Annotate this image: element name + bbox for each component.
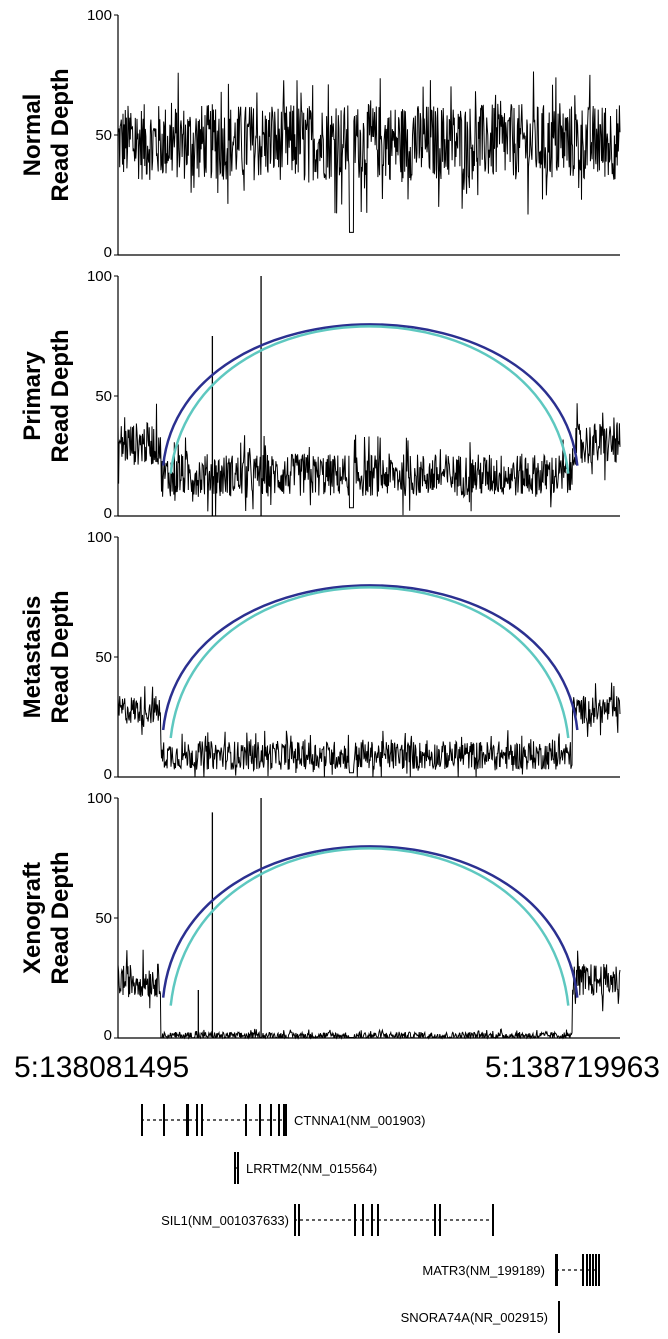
gene-exon — [362, 1204, 364, 1236]
y-tick-label: 100 — [87, 268, 112, 285]
y-tick-label: 0 — [104, 505, 112, 522]
split-read-arc-outer — [161, 845, 579, 998]
gene-label: CTNNA1(NM_001903) — [294, 1113, 426, 1128]
panel-label-line1: Metastasis — [19, 596, 46, 719]
gene-exon — [371, 1204, 373, 1236]
depth-trace-normal — [117, 71, 621, 233]
y-tick-label: 100 — [87, 790, 112, 807]
y-tick-label: 0 — [104, 766, 112, 783]
gene-model: MATR3(NM_199189) — [422, 1254, 600, 1286]
gene-model: SNORA74A(NR_002915) — [401, 1301, 560, 1333]
panel-label-line2: Read Depth — [47, 329, 74, 462]
gene-exon — [586, 1254, 588, 1286]
gene-exon — [201, 1104, 203, 1136]
y-tick-label: 100 — [87, 529, 112, 546]
gene-exon — [270, 1104, 272, 1136]
panel-label-line2: Read Depth — [47, 590, 74, 723]
split-read-arc-outer — [161, 584, 579, 731]
y-tick-label: 50 — [95, 910, 112, 927]
split-read-arc-inner — [169, 325, 570, 474]
panel-label-line2: Read Depth — [47, 68, 74, 201]
gene-exon — [283, 1104, 287, 1136]
split-read-arc-inner — [169, 847, 570, 1006]
gene-exon — [558, 1301, 560, 1333]
gene-exon — [592, 1254, 594, 1286]
split-read-arc-outer — [161, 323, 579, 466]
y-tick-label: 50 — [95, 127, 112, 144]
gene-exon — [234, 1152, 236, 1184]
gene-exon — [589, 1254, 591, 1286]
panel-xenograft: 0 50 100 Xenograft Read Depth — [19, 790, 621, 1044]
y-tick-label: 100 — [87, 7, 112, 24]
gene-exon — [582, 1254, 584, 1286]
gene-exon — [595, 1254, 597, 1286]
gene-exon — [245, 1104, 247, 1136]
x-start-label: 5:138081495 — [14, 1051, 189, 1084]
split-read-arc-inner — [169, 586, 570, 739]
gene-exon — [377, 1204, 379, 1236]
panel-normal: 0 50 100 Normal Read Depth — [19, 7, 621, 261]
panel-primary: 0 50 100 Primary Read Depth — [19, 268, 621, 522]
y-tick-label: 50 — [95, 388, 112, 405]
y-tick-label: 0 — [104, 1027, 112, 1044]
gene-model: SIL1(NM_001037633) — [161, 1204, 494, 1236]
y-tick-label: 50 — [95, 649, 112, 666]
gene-label: SNORA74A(NR_002915) — [401, 1310, 548, 1325]
gene-exon — [598, 1254, 600, 1286]
gene-model: LRRTM2(NM_015564) — [234, 1152, 377, 1184]
depth-trace-metastasis — [117, 682, 621, 778]
depth-trace-primary — [117, 403, 621, 517]
gene-exon — [492, 1204, 494, 1236]
gene-label: SIL1(NM_001037633) — [161, 1213, 289, 1228]
panel-label-line1: Primary — [19, 351, 46, 441]
panel-label-line1: Normal — [19, 94, 46, 177]
panel-metastasis: 0 50 100 Metastasis Read Depth — [19, 529, 621, 783]
gene-exon — [555, 1254, 558, 1286]
gene-exon — [354, 1204, 356, 1236]
gene-exon — [186, 1104, 189, 1136]
gene-exon — [434, 1204, 436, 1236]
gene-model: CTNNA1(NM_001903) — [141, 1104, 426, 1136]
gene-exon — [237, 1152, 239, 1184]
gene-exon — [298, 1204, 300, 1236]
gene-exon — [141, 1104, 143, 1136]
depth-trace-xenograft — [117, 949, 621, 1040]
gene-exon — [259, 1104, 261, 1136]
gene-label: MATR3(NM_199189) — [422, 1263, 545, 1278]
gene-exon — [278, 1104, 280, 1136]
gene-label: LRRTM2(NM_015564) — [246, 1161, 377, 1176]
gene-track: CTNNA1(NM_001903) LRRTM2(NM_015564) SIL1(N… — [141, 1104, 600, 1333]
y-tick-label: 0 — [104, 244, 112, 261]
gene-exon — [294, 1204, 296, 1236]
panel-label-line2: Read Depth — [47, 851, 74, 984]
panel-label-line1: Xenograft — [19, 862, 46, 974]
gene-exon — [439, 1204, 441, 1236]
x-end-label: 5:138719963 — [485, 1051, 660, 1084]
gene-exon — [196, 1104, 198, 1136]
gene-exon — [163, 1104, 165, 1136]
